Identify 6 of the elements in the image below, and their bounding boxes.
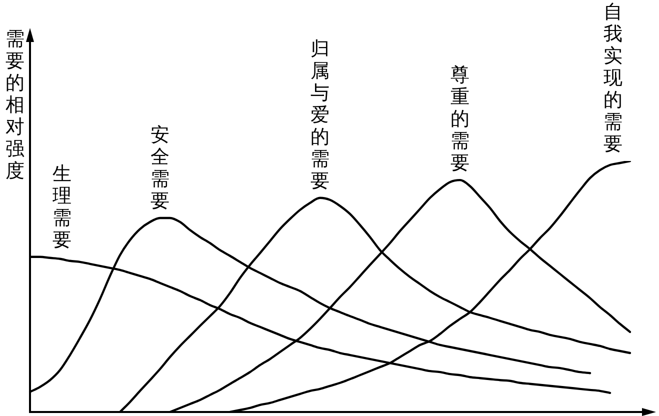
series-label: 归属与爱的需要 [310, 38, 330, 192]
series-label: 尊重的需要 [450, 64, 470, 174]
series-label: 生理需要 [52, 162, 72, 251]
series-label: 安全需要 [150, 124, 170, 212]
series-label: 自我实现的需要 [603, 1, 623, 155]
y-axis-title: 需要的相对强度 [5, 28, 25, 182]
